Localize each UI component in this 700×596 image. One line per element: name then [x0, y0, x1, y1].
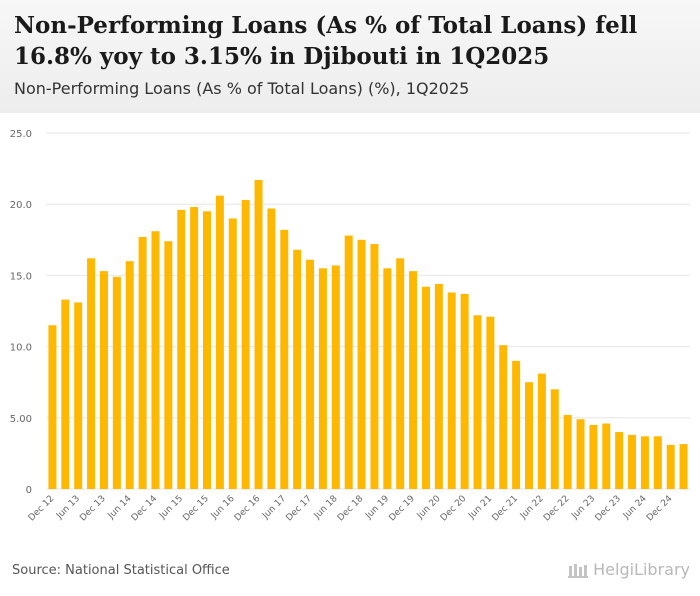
bar-mar-16	[215, 195, 224, 489]
bar-dec-18	[357, 239, 366, 489]
bar-sep-20	[447, 292, 456, 489]
x-tick-label: Jun 18	[312, 494, 340, 522]
y-tick-label: 20.0	[10, 200, 32, 211]
bar-mar-18	[318, 268, 327, 489]
x-tick-label: Dec 16	[233, 494, 263, 524]
source-note: Source: National Statistical Office	[12, 563, 230, 578]
bar-mar-13	[61, 299, 70, 489]
bar-mar-24	[628, 434, 637, 489]
y-tick-label: 15.0	[10, 271, 32, 282]
bar-dec-22	[563, 414, 572, 489]
y-tick-label: 10.0	[10, 343, 32, 354]
x-tick-label: Dec 19	[387, 494, 417, 524]
bar-dec-24	[666, 444, 675, 489]
x-tick-label: Jun 22	[518, 494, 546, 522]
bars	[48, 179, 688, 490]
bar-mar-19	[370, 244, 379, 489]
bar-dec-14	[151, 231, 160, 489]
header-band	[0, 0, 700, 113]
x-tick-label: Dec 21	[490, 494, 520, 524]
x-tick-label: Dec 18	[336, 494, 366, 524]
library-icon	[568, 563, 589, 578]
bar-mar-20	[421, 286, 430, 489]
bar-sep-18	[344, 235, 353, 489]
bar-mar-23	[576, 419, 585, 489]
y-tick-label: 0	[26, 485, 32, 496]
x-tick-label: Jun 20	[415, 494, 443, 522]
x-tick-label: Jun 17	[260, 494, 288, 522]
y-axis-ticks: 0 5.00 10.0 15.0 20.0 25.0	[10, 129, 32, 496]
bar-sep-15	[190, 207, 199, 490]
bar-jun-18	[331, 265, 340, 489]
x-tick-label: Dec 14	[130, 494, 160, 524]
bar-dec-13	[99, 271, 108, 489]
bar-jun-23	[589, 424, 598, 489]
bar-sep-21	[499, 345, 508, 489]
x-tick-label: Dec 12	[27, 494, 57, 524]
bar-dec-17	[306, 259, 315, 489]
bar-mar-14	[112, 276, 121, 489]
bar-jun-22	[537, 373, 546, 489]
bar-jun-16	[228, 218, 237, 489]
logo-text: HelgiLibrary	[593, 560, 690, 579]
bar-jun-20	[434, 283, 443, 489]
x-tick-label: Jun 19	[363, 494, 391, 522]
bar-dec-21	[512, 360, 521, 489]
bar-sep-13	[87, 258, 96, 489]
bar-mar-15	[164, 241, 173, 489]
bar-dec-12	[48, 325, 57, 489]
bar-sep-24	[653, 436, 662, 489]
bar-sep-23	[602, 423, 611, 489]
bar-jun-13	[74, 302, 83, 489]
x-tick-label: Jun 15	[157, 494, 185, 522]
bar-sep-22	[550, 389, 559, 489]
x-tick-label: Jun 23	[569, 494, 597, 522]
x-tick-label: Jun 14	[106, 494, 134, 522]
bar-sep-16	[241, 199, 250, 489]
x-tick-label: Dec 13	[78, 494, 108, 524]
x-tick-label: Jun 13	[54, 494, 82, 522]
bar-dec-19	[409, 271, 418, 489]
x-tick-label: Dec 22	[542, 494, 572, 524]
x-tick-label: Dec 17	[284, 494, 314, 524]
x-tick-label: Jun 21	[466, 494, 494, 522]
y-tick-label: 25.0	[10, 129, 32, 140]
bar-dec-16	[254, 179, 263, 489]
bar-sep-17	[293, 249, 302, 489]
bar-mar-17	[267, 208, 276, 489]
bar-mar-22	[525, 382, 533, 489]
x-tick-label: Jun 24	[621, 494, 649, 522]
x-tick-label: Dec 24	[645, 494, 675, 524]
chart-title: Non-Performing Loans (As % of Total Loan…	[14, 12, 638, 70]
bar-jun-17	[280, 229, 289, 489]
bar-dec-15	[203, 211, 211, 489]
bar-jun-14	[125, 261, 134, 489]
x-tick-label: Dec 23	[594, 494, 624, 524]
bar-jun-24	[640, 436, 649, 489]
bar-dec-20	[460, 293, 469, 489]
bar-mar-21	[473, 315, 482, 489]
bar-jun-15	[177, 209, 186, 489]
bar-dec-23	[615, 432, 624, 489]
bar-mar-25	[679, 444, 688, 489]
bar-sep-19	[396, 258, 405, 489]
bar-sep-14	[138, 236, 147, 489]
chart-subtitle: Non-Performing Loans (As % of Total Loan…	[14, 79, 470, 98]
x-tick-label: Dec 15	[181, 494, 211, 524]
helgi-library-logo: HelgiLibrary	[567, 560, 690, 579]
bar-jun-21	[486, 316, 495, 489]
bar-jun-19	[383, 268, 392, 489]
x-tick-label: Jun 16	[209, 494, 237, 522]
y-tick-label: 5.00	[10, 414, 32, 425]
x-tick-label: Dec 20	[439, 494, 469, 524]
